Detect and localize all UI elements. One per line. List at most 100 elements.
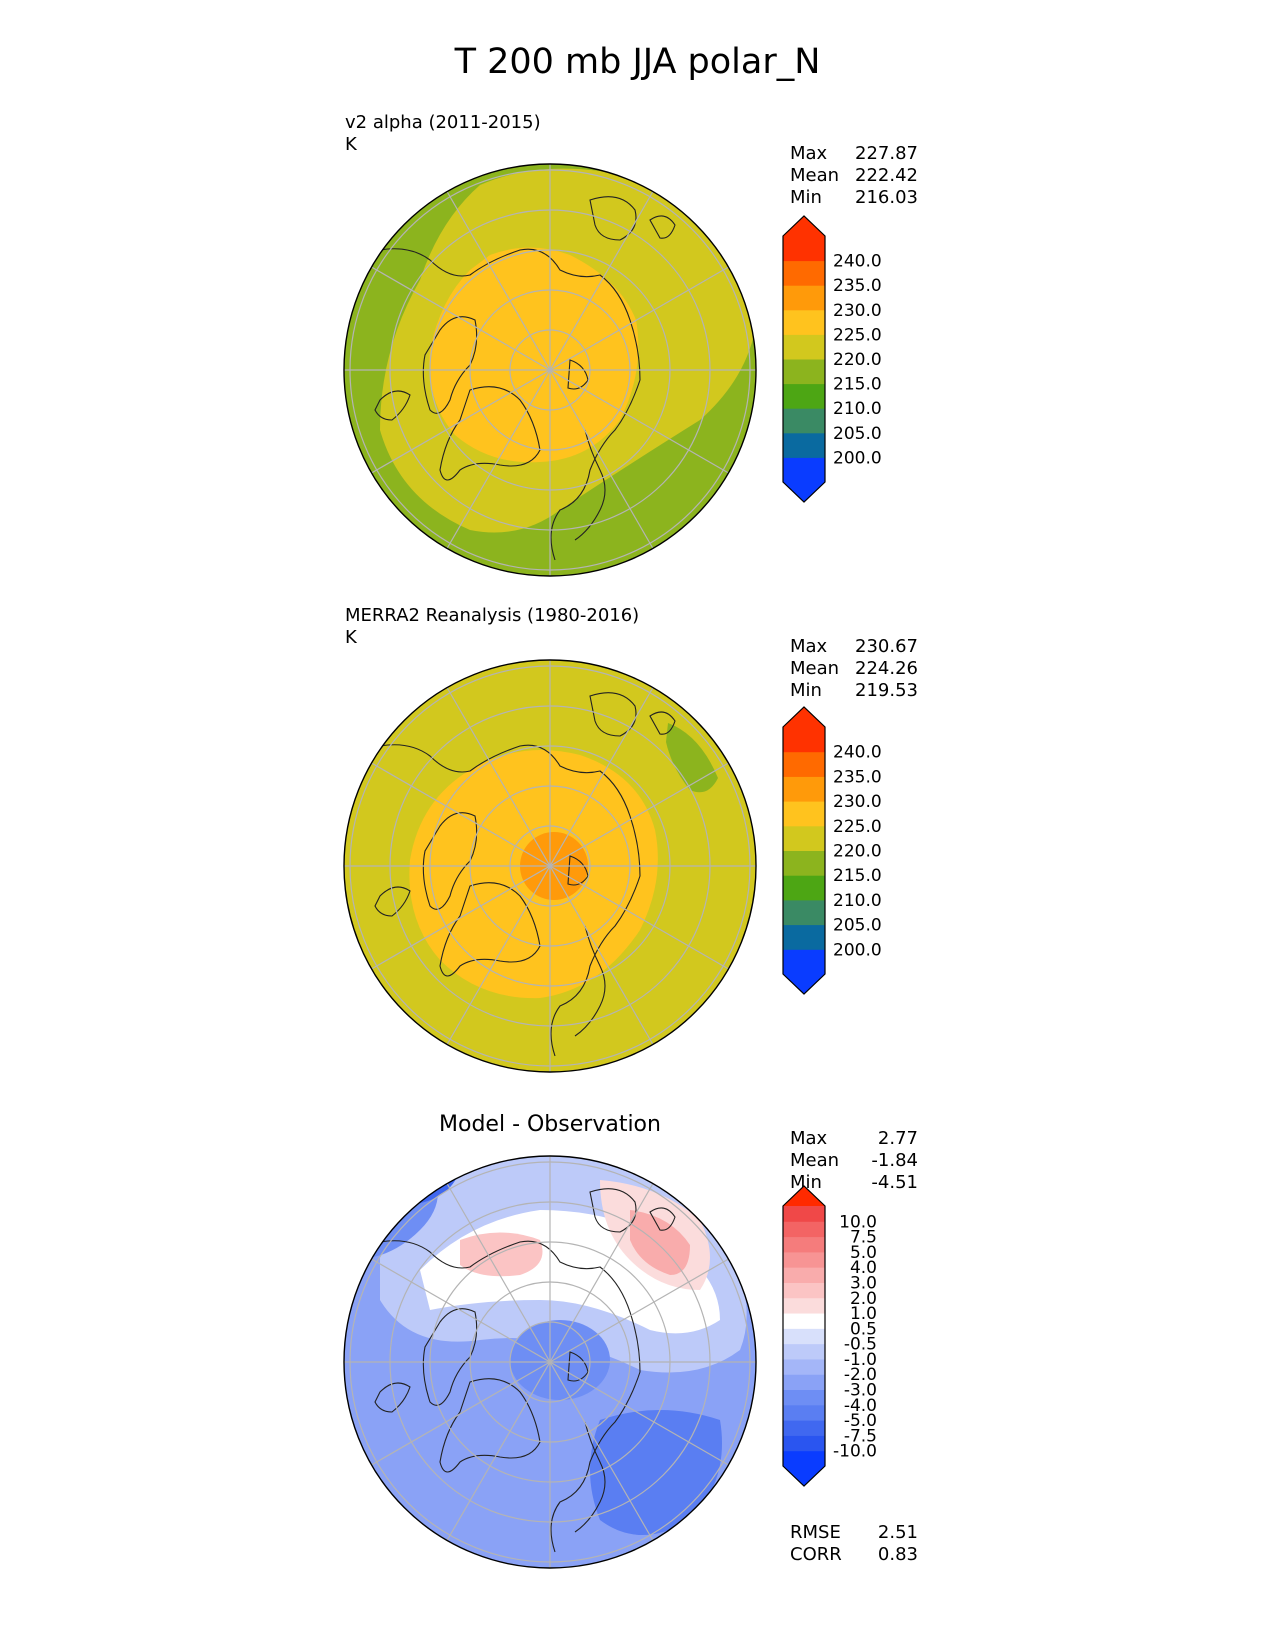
metric-value: 0.83	[877, 1544, 918, 1565]
stat-name: Max	[790, 636, 828, 657]
colorbar-extend-max	[783, 1186, 825, 1206]
panel-diff-stats: Max 2.77 Mean -1.84 Min -4.51	[790, 1128, 918, 1194]
colorbar-tick-label: -10.0	[833, 1442, 877, 1462]
stat-name: Min	[790, 187, 822, 208]
colorbar-segment	[783, 1374, 825, 1391]
colorbar-outline	[782, 215, 826, 503]
colorbar-segment	[783, 850, 825, 876]
colorbar-obs: 200.0 205.0 210.0 215.0 220.0 225.0 230.0 235.0…	[782, 706, 882, 995]
colorbar-segment	[783, 751, 825, 777]
colorbar-tick-label: -2.0	[844, 1365, 877, 1385]
stat-name: Mean	[790, 658, 840, 679]
colorbar-tick-label: 215.0	[833, 866, 882, 886]
colorbar-segment	[783, 875, 825, 901]
colorbar-tick-label: 4.0	[850, 1258, 877, 1278]
colorbar-tick-label: 230.0	[833, 792, 882, 812]
colorbar-tick-label: 205.0	[833, 424, 882, 444]
stat-name: Mean	[790, 1150, 840, 1171]
colorbar-tick-label: -0.5	[844, 1335, 877, 1355]
panel-model-stats: Max 227.87 Mean 222.42 Min 216.03	[790, 143, 918, 209]
colorbar-extend-min	[783, 974, 825, 994]
map-model	[343, 163, 757, 577]
colorbar-extend-min	[783, 1466, 825, 1486]
field-region-225-230	[429, 247, 639, 463]
stat-name: Min	[790, 680, 822, 701]
colorbar-extend-min	[783, 482, 825, 502]
colorbar-segment	[783, 949, 825, 975]
colorbar-tick-label: 235.0	[833, 767, 882, 787]
colorbar-segment	[783, 1282, 825, 1299]
stat-value: 222.42	[855, 165, 918, 186]
colorbar-tick-label: 0.5	[850, 1319, 877, 1339]
colorbar-segment	[783, 801, 825, 827]
stat-value: 230.67	[855, 636, 918, 657]
field-region-neg4	[590, 1410, 722, 1535]
colorbar-segment	[783, 432, 825, 458]
coastlines	[374, 692, 676, 1057]
graticule	[344, 164, 756, 576]
colorbar-model: 200.0 205.0 210.0 215.0 220.0 225.0 230.0 235.0…	[782, 215, 882, 503]
stat-value: -4.51	[871, 1172, 918, 1193]
panel-model-name: v2 alpha (2011-2015)	[345, 112, 541, 133]
colorbar-segment	[783, 334, 825, 360]
colorbar-segment	[783, 1389, 825, 1406]
colorbar-segment	[783, 825, 825, 851]
colorbar-tick-label: -4.0	[844, 1396, 877, 1416]
colorbar-tick-label: 220.0	[833, 842, 882, 862]
colorbar-segment	[783, 260, 825, 286]
coastlines	[374, 1188, 676, 1553]
figure-title: T 200 mb JJA polar_N	[454, 42, 821, 82]
colorbar-segment	[783, 1435, 825, 1452]
colorbar-segment	[783, 383, 825, 409]
colorbar-diff: -10.0-7.5-5.0-4.0-3.0-2.0-1.0-0.50.51.02…	[782, 1185, 877, 1487]
stat-name: Min	[790, 1172, 822, 1193]
field-region-215-220	[666, 723, 718, 793]
colorbar-segment	[783, 1343, 825, 1360]
colorbar-segment	[783, 899, 825, 926]
colorbar-segment	[783, 285, 825, 311]
map-border	[343, 163, 757, 577]
colorbar-segment	[783, 1206, 825, 1222]
colorbar-segment	[783, 1297, 825, 1314]
colorbar-segment	[783, 1221, 825, 1238]
stat-value: 2.77	[877, 1128, 918, 1149]
colorbar-extend-max	[783, 707, 825, 727]
colorbar-tick-label: 235.0	[833, 276, 882, 296]
field-region-pos2	[630, 1210, 690, 1275]
colorbar-tick-label: 10.0	[839, 1212, 877, 1232]
colorbar-segment	[783, 1404, 825, 1421]
colorbar-segment	[783, 1236, 825, 1253]
stat-value: 216.03	[855, 187, 918, 208]
colorbar-tick-label: 5.0	[850, 1243, 877, 1263]
stat-name: Max	[790, 1128, 828, 1149]
colorbar-tick-label: 3.0	[850, 1273, 877, 1293]
colorbar-tick-label: -3.0	[844, 1381, 877, 1401]
metric-value: 2.51	[877, 1522, 918, 1543]
panel-diff-title: Model - Observation	[439, 1112, 661, 1137]
colorbar-segment	[783, 1267, 825, 1283]
stat-name: Mean	[790, 165, 840, 186]
colorbar-segment	[783, 1251, 825, 1268]
field-region-pos3	[460, 1232, 543, 1277]
colorbar-segment	[783, 236, 825, 262]
colorbar-tick-label: 200.0	[833, 940, 882, 960]
colorbar-outline	[782, 706, 826, 995]
panel-model-label: v2 alpha (2011-2015) K	[345, 112, 541, 156]
colorbar-tick-label: 205.0	[833, 916, 882, 936]
colorbar-segment	[783, 408, 825, 434]
graticule	[344, 660, 756, 1072]
colorbar-tick-label: -1.0	[844, 1350, 877, 1370]
map-border	[343, 1155, 757, 1569]
colorbar-tick-label: 1.0	[850, 1304, 877, 1324]
field-region-neg3	[510, 1320, 610, 1400]
colorbar-segment	[783, 1358, 825, 1375]
colorbar-tick-label: 210.0	[833, 891, 882, 911]
colorbar-segment	[783, 359, 825, 385]
colorbar-tick-label: 240.0	[833, 743, 882, 763]
colorbar-segment	[783, 1328, 825, 1345]
colorbar-tick-label: 200.0	[833, 448, 882, 468]
colorbar-outline	[782, 1185, 826, 1487]
colorbar-segment	[783, 1313, 825, 1329]
colorbar-segment	[783, 924, 825, 950]
map-diff	[343, 1155, 757, 1569]
